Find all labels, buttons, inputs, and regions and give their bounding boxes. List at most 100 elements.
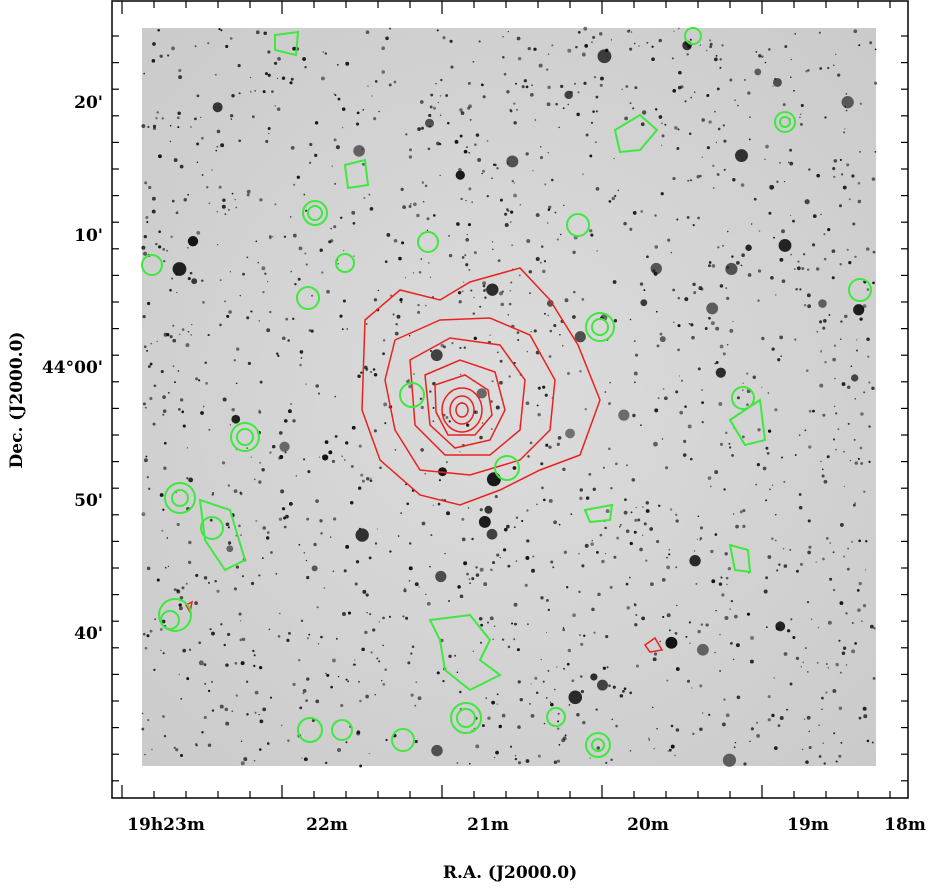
star — [658, 38, 662, 43]
star — [216, 145, 219, 148]
star — [605, 634, 609, 639]
star — [299, 363, 302, 367]
star — [229, 271, 232, 273]
star — [819, 383, 824, 388]
star — [262, 707, 267, 712]
star — [486, 140, 489, 142]
star — [369, 479, 373, 482]
star — [410, 203, 412, 205]
star — [567, 103, 570, 106]
star — [583, 26, 588, 31]
star — [472, 650, 474, 653]
star — [808, 730, 810, 733]
star — [790, 253, 792, 256]
star — [570, 513, 573, 516]
star — [309, 142, 313, 147]
star — [283, 525, 287, 529]
star — [548, 445, 552, 449]
star — [711, 579, 716, 584]
star — [220, 143, 225, 148]
star — [654, 214, 657, 217]
star — [162, 413, 165, 416]
star — [742, 435, 745, 439]
star — [525, 85, 529, 89]
star — [787, 161, 790, 164]
star — [588, 472, 592, 476]
star — [602, 666, 607, 670]
star — [485, 697, 487, 699]
star — [154, 618, 157, 621]
star — [704, 327, 708, 330]
star — [719, 66, 722, 69]
star — [162, 508, 165, 511]
star — [389, 27, 392, 30]
star — [502, 35, 504, 38]
star — [203, 663, 207, 667]
star — [723, 488, 726, 491]
star — [721, 593, 725, 597]
star — [346, 328, 348, 330]
star — [224, 300, 226, 303]
star — [774, 408, 778, 412]
star — [652, 269, 656, 273]
x-tick-label: 21m — [467, 815, 509, 835]
star — [303, 757, 308, 762]
star — [719, 633, 721, 636]
star — [834, 377, 836, 380]
star — [734, 742, 737, 744]
star — [473, 251, 477, 255]
star — [701, 118, 705, 122]
star — [231, 93, 235, 98]
star — [251, 115, 255, 119]
star — [695, 582, 698, 585]
star — [729, 328, 734, 333]
star — [731, 255, 734, 258]
star — [525, 401, 530, 406]
star — [749, 740, 751, 743]
y-tick-label: 50' — [74, 491, 103, 511]
star — [274, 203, 277, 206]
star — [385, 738, 388, 742]
star — [790, 58, 792, 61]
star — [793, 89, 795, 92]
star — [749, 659, 754, 664]
star — [572, 250, 576, 255]
star — [516, 36, 521, 41]
star — [807, 304, 812, 309]
star — [545, 697, 548, 699]
star — [187, 330, 190, 333]
star — [835, 662, 839, 667]
star — [482, 284, 486, 288]
star — [526, 350, 529, 353]
star — [408, 542, 412, 545]
star — [779, 715, 784, 720]
star — [155, 117, 158, 120]
star — [674, 126, 678, 130]
star — [383, 402, 388, 407]
star — [812, 409, 815, 413]
star — [457, 585, 461, 589]
star — [625, 582, 629, 586]
star — [661, 134, 665, 138]
star — [430, 534, 433, 537]
star — [799, 288, 802, 291]
star — [158, 154, 162, 159]
star — [823, 479, 828, 484]
star — [151, 209, 156, 214]
star — [715, 609, 717, 612]
star — [547, 314, 550, 317]
star — [546, 102, 551, 107]
star — [376, 528, 378, 530]
star — [689, 642, 691, 644]
star — [725, 431, 728, 435]
star — [178, 606, 183, 611]
star — [714, 533, 718, 536]
star — [410, 652, 413, 655]
star — [266, 328, 271, 333]
star — [631, 478, 636, 482]
star — [314, 121, 319, 125]
star — [678, 375, 681, 377]
star — [212, 102, 223, 113]
star — [173, 158, 178, 163]
star — [241, 575, 245, 578]
